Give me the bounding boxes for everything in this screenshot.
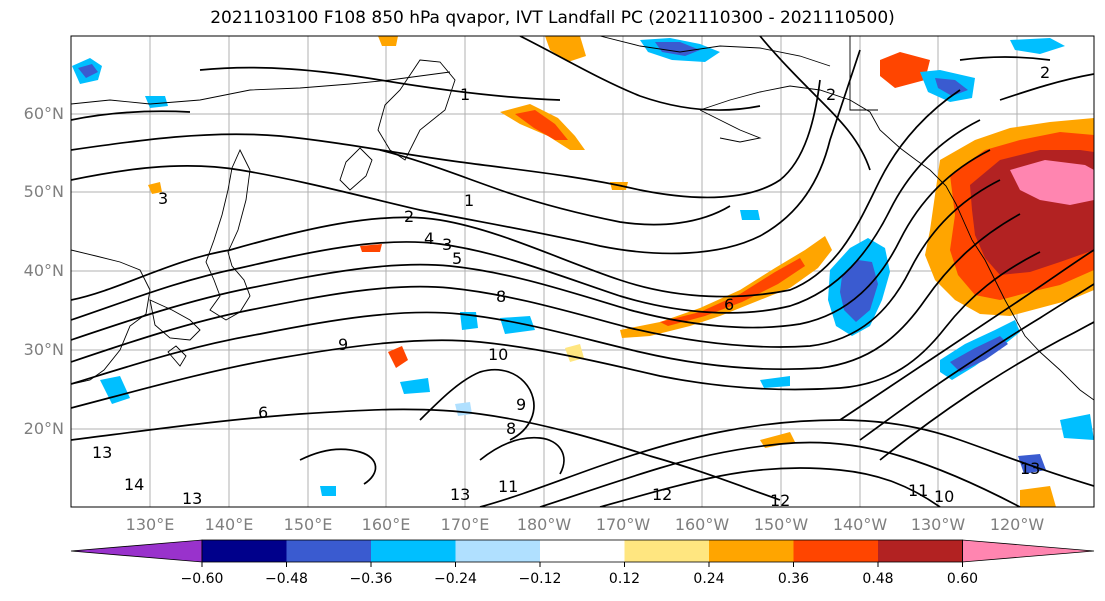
colorbar-tick-label: −0.48 [265, 571, 308, 587]
contour-label: 1 [464, 191, 474, 210]
colorbar-tick-label: 0.12 [608, 571, 641, 587]
colorbar-segment [202, 540, 287, 562]
lon-label-160w: 160°W [674, 515, 730, 534]
map-title: 2021103100 F108 850 hPa qvapor, IVT Land… [210, 8, 895, 28]
lon-label-180w: 180°W [516, 515, 572, 534]
colorbar-segment [371, 540, 456, 562]
contour-label: 13 [450, 485, 470, 504]
contour-label: 13 [1020, 459, 1040, 478]
colorbar-tick-label: −0.36 [349, 571, 393, 587]
colorbar-segment [962, 539, 1095, 563]
contour-label: 14 [124, 475, 144, 494]
contour-label: 9 [338, 335, 348, 354]
colorbar [70, 539, 1095, 567]
negative-anomaly-fills [72, 38, 1094, 496]
contour-label: 3 [158, 189, 168, 208]
contour-label: 1 [460, 85, 470, 104]
colorbar-segment [70, 539, 203, 563]
lon-label-160e: 160°E [361, 515, 411, 534]
contour-label-layer: 1 2 1 2 2 3 3 4 5 6 8 6 9 10 9 8 12 13 1… [92, 63, 1050, 510]
lon-label-170e: 170°E [440, 515, 490, 534]
contour-label: 2 [1040, 63, 1050, 82]
colorbar-segment [540, 540, 625, 562]
map-frame [70, 35, 1095, 508]
lat-label-60n: 60°N [23, 104, 64, 123]
coastlines [71, 36, 1094, 401]
contour-label: 3 [442, 235, 452, 254]
colorbar-segment [793, 540, 878, 562]
contour-label: 11 [498, 477, 518, 496]
colorbar-tick-label: 0.36 [777, 571, 810, 587]
colorbar-tick-label: −0.24 [434, 571, 477, 587]
lon-label-170w: 170°W [595, 515, 651, 534]
contour-label: 10 [488, 345, 508, 364]
colorbar-segment [286, 540, 371, 562]
lat-label-30n: 30°N [23, 340, 64, 359]
contour-label: 6 [258, 403, 268, 422]
lon-label-130w: 130°W [910, 515, 966, 534]
contour-label: 12 [770, 491, 790, 510]
colorbar-tick-label: −0.12 [518, 571, 562, 587]
lon-label-150w: 150°W [753, 515, 809, 534]
lat-label-50n: 50°N [23, 182, 64, 201]
lon-label-150e: 150°E [283, 515, 333, 534]
contour-label: 10 [934, 487, 954, 506]
lat-label-40n: 40°N [23, 261, 64, 280]
colorbar-segment [455, 540, 540, 562]
contour-label: 6 [724, 295, 734, 314]
contour-label: 13 [182, 489, 202, 508]
contour-label: 2 [404, 207, 414, 226]
lon-label-140e: 140°E [204, 515, 254, 534]
colorbar-segment [709, 540, 794, 562]
contour-label: 11 [908, 481, 928, 500]
positive-anomaly-fills [148, 36, 1094, 507]
lon-label-140w: 140°W [832, 515, 888, 534]
colorbar-tick-label: 0.60 [946, 571, 979, 587]
contour-label: 12 [652, 485, 672, 504]
lat-label-20n: 20°N [23, 419, 64, 438]
lon-label-130e: 130°E [125, 515, 175, 534]
contour-label: 8 [506, 419, 516, 438]
contour-lines [71, 36, 1094, 507]
colorbar-segment [624, 540, 709, 562]
contour-label: 13 [92, 443, 112, 462]
contour-label: 2 [826, 85, 836, 104]
lon-label-120w: 120°W [989, 515, 1045, 534]
contour-label: 8 [496, 287, 506, 306]
contour-label: 4 [424, 229, 434, 248]
colorbar-tick-label: 0.48 [862, 571, 894, 587]
colorbar-frame [201, 539, 963, 563]
colorbar-tick-label: −0.60 [180, 571, 224, 587]
colorbar-segment [878, 540, 963, 562]
colorbar-tick-label: 0.24 [693, 571, 725, 587]
contour-label: 9 [516, 395, 526, 414]
contour-label: 5 [452, 249, 462, 268]
